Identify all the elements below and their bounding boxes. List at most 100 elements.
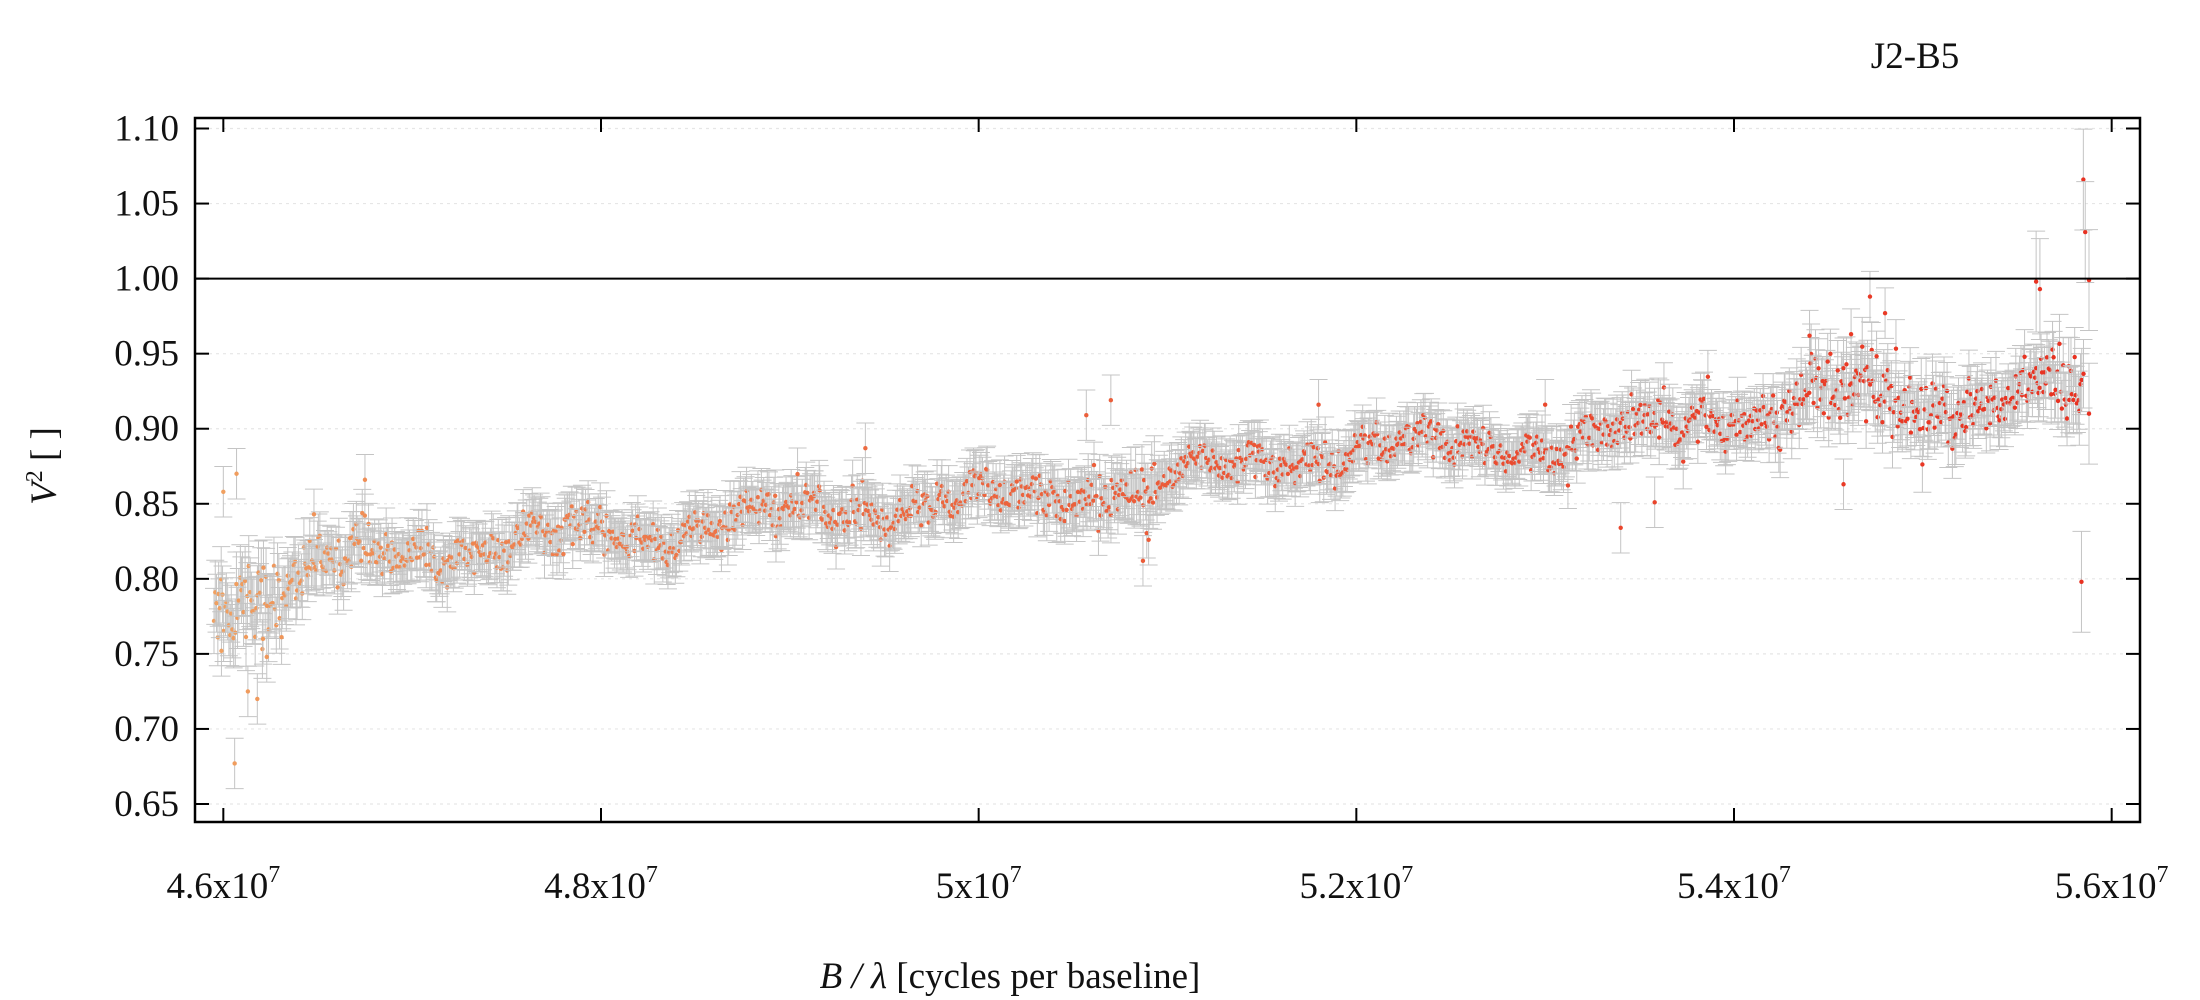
data-point bbox=[1099, 496, 1104, 501]
data-point-group bbox=[1066, 478, 1085, 530]
data-point bbox=[1091, 462, 1097, 468]
data-point-group bbox=[1084, 441, 1103, 489]
data-point bbox=[569, 504, 575, 509]
data-point bbox=[242, 578, 248, 584]
data-point bbox=[947, 509, 952, 514]
data-point bbox=[1109, 477, 1114, 483]
data-point bbox=[699, 534, 705, 540]
data-point bbox=[441, 556, 446, 561]
data-point bbox=[687, 514, 692, 520]
data-point bbox=[997, 482, 1003, 488]
data-point bbox=[506, 560, 511, 565]
data-point bbox=[715, 534, 720, 540]
data-point-group bbox=[766, 469, 785, 523]
data-point bbox=[1451, 455, 1456, 460]
data-point bbox=[1046, 492, 1051, 497]
data-point bbox=[726, 527, 731, 532]
data-point-group bbox=[358, 528, 377, 581]
data-point bbox=[755, 495, 761, 500]
data-point bbox=[424, 525, 430, 531]
data-point-group bbox=[808, 475, 827, 529]
data-point bbox=[1223, 464, 1228, 469]
data-point bbox=[567, 512, 572, 517]
data-point bbox=[1064, 507, 1069, 513]
data-point bbox=[762, 508, 768, 513]
data-point bbox=[674, 552, 679, 558]
data-point-group bbox=[582, 505, 601, 555]
data-point-group bbox=[400, 529, 419, 572]
data-point bbox=[877, 525, 883, 530]
data-point bbox=[1440, 444, 1445, 450]
data-point bbox=[977, 475, 982, 481]
data-point bbox=[305, 572, 310, 578]
data-point bbox=[553, 529, 558, 534]
data-point bbox=[463, 545, 468, 551]
data-point bbox=[361, 545, 366, 551]
data-point bbox=[885, 515, 890, 520]
data-point bbox=[243, 634, 249, 640]
data-point bbox=[1217, 465, 1223, 471]
data-point bbox=[792, 506, 797, 512]
data-point bbox=[917, 505, 922, 510]
data-point-group bbox=[888, 483, 907, 537]
data-point-group bbox=[1019, 474, 1038, 517]
data-point bbox=[1062, 518, 1067, 524]
data-point bbox=[1139, 467, 1145, 472]
data-point bbox=[561, 551, 566, 557]
data-point-group bbox=[1084, 474, 1103, 527]
data-point-group bbox=[885, 504, 904, 554]
data-point bbox=[424, 562, 429, 568]
data-point-group bbox=[785, 484, 804, 534]
data-point bbox=[630, 528, 635, 533]
data-point-group bbox=[663, 527, 682, 577]
data-point bbox=[578, 535, 583, 541]
data-point bbox=[1411, 436, 1416, 441]
data-point bbox=[254, 605, 259, 611]
data-point-group bbox=[667, 532, 686, 578]
data-point bbox=[414, 545, 419, 550]
data-point bbox=[557, 548, 562, 553]
data-point-group bbox=[793, 478, 812, 528]
data-point bbox=[1103, 484, 1108, 489]
data-point bbox=[714, 528, 719, 534]
data-point-group bbox=[1266, 460, 1285, 513]
data-point bbox=[815, 499, 820, 504]
data-point bbox=[976, 492, 981, 497]
data-point bbox=[364, 552, 370, 557]
data-point bbox=[878, 537, 883, 542]
data-point bbox=[280, 596, 285, 601]
data-point bbox=[279, 634, 284, 640]
data-point-group bbox=[1162, 442, 1181, 499]
data-point bbox=[1131, 498, 1137, 504]
data-point bbox=[907, 506, 913, 511]
data-point bbox=[1311, 445, 1316, 450]
data-point-group bbox=[411, 525, 430, 571]
data-point bbox=[386, 543, 391, 548]
data-point-group bbox=[788, 447, 807, 501]
data-point bbox=[1141, 477, 1147, 483]
data-point bbox=[783, 499, 789, 505]
data-point bbox=[847, 520, 852, 525]
data-point-group bbox=[299, 540, 318, 595]
data-point-group bbox=[670, 530, 689, 572]
data-point bbox=[1150, 500, 1156, 505]
data-point bbox=[804, 482, 809, 488]
data-point bbox=[239, 588, 244, 593]
data-point bbox=[599, 519, 605, 524]
data-point bbox=[359, 558, 364, 563]
data-point bbox=[633, 522, 638, 527]
data-point bbox=[1141, 502, 1146, 508]
data-point-group bbox=[546, 505, 565, 557]
data-point bbox=[274, 623, 279, 628]
data-point bbox=[612, 541, 617, 546]
data-point bbox=[653, 536, 658, 542]
data-point-group bbox=[490, 531, 509, 584]
data-point bbox=[555, 524, 561, 529]
data-point bbox=[1183, 454, 1188, 460]
data-point bbox=[1394, 436, 1399, 441]
data-point-group bbox=[742, 473, 761, 526]
data-point bbox=[840, 506, 845, 511]
data-point bbox=[820, 517, 825, 522]
data-point-group bbox=[408, 534, 427, 581]
